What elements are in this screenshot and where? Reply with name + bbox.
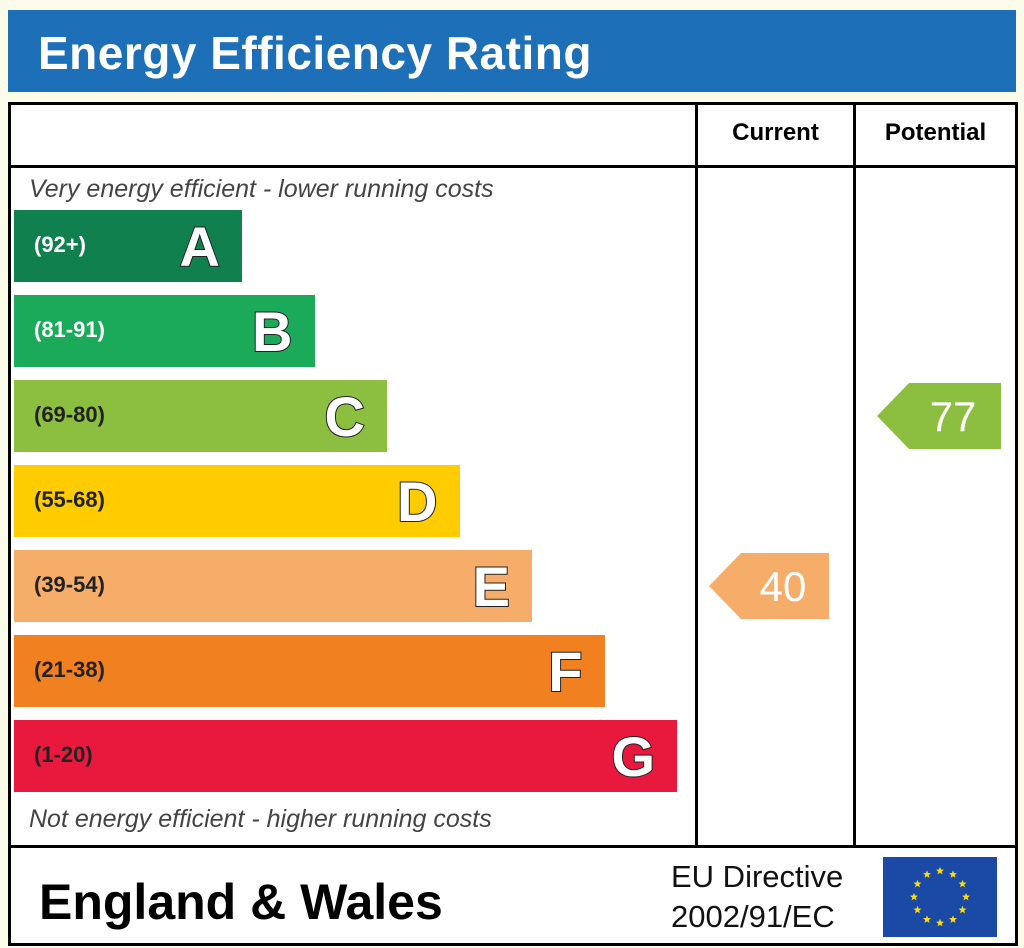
band-range-a: (92+) xyxy=(34,232,86,257)
bottom-note: Not energy efficient - higher running co… xyxy=(29,805,492,833)
eu-star-icon xyxy=(923,870,931,878)
band-range-c: (69-80) xyxy=(34,402,105,427)
region-label: England & Wales xyxy=(39,874,443,930)
band-g: (1-20) G xyxy=(14,720,677,792)
eu-star-icon xyxy=(958,905,967,914)
band-e: (39-54) E xyxy=(14,550,532,622)
potential-rating-arrow-value: 77 xyxy=(929,393,977,440)
eu-star-icon xyxy=(913,905,922,914)
eu-star-icon xyxy=(923,915,931,923)
rating-frame: Current Potential Very energy efficient … xyxy=(8,102,1018,946)
band-letter-c: C xyxy=(324,384,366,449)
band-range-e: (39-54) xyxy=(34,572,105,597)
title-bar: Energy Efficiency Rating xyxy=(8,10,1016,92)
footer-divider xyxy=(11,845,1015,848)
eu-flag-icon xyxy=(883,857,997,937)
chart-title: Energy Efficiency Rating xyxy=(38,27,592,79)
band-letter-b: B xyxy=(251,299,293,364)
band-range-b: (81-91) xyxy=(34,317,105,342)
header-divider xyxy=(11,165,1015,168)
band-range-d: (55-68) xyxy=(34,487,105,512)
current-rating-arrow: 40 xyxy=(709,553,829,619)
eu-star-icon xyxy=(962,892,970,901)
band-letter-d: D xyxy=(396,469,438,534)
band-a: (92+) A xyxy=(14,210,242,282)
band-f: (21-38) F xyxy=(14,635,605,707)
band-range-f: (21-38) xyxy=(34,657,105,682)
divider-potential xyxy=(853,105,856,848)
divider-current xyxy=(695,105,698,848)
eu-star-icon xyxy=(958,879,967,888)
current-rating-arrow-value: 40 xyxy=(759,563,807,610)
eu-star-icon xyxy=(949,915,957,923)
potential-column-header: Potential xyxy=(884,119,987,146)
band-letter-a: A xyxy=(179,214,221,279)
eu-star-icon xyxy=(949,870,957,878)
directive-line-1: EU Directive xyxy=(671,859,844,894)
band-letter-e: E xyxy=(472,554,511,619)
eu-star-icon xyxy=(913,879,922,888)
band-letter-f: F xyxy=(547,639,583,704)
band-c: (69-80) C xyxy=(14,380,387,452)
band-b: (81-91) B xyxy=(14,295,315,367)
eu-star-icon xyxy=(936,866,944,875)
band-letter-g: G xyxy=(610,724,656,789)
directive-line-2: 2002/91/EC xyxy=(671,899,835,934)
top-note: Very energy efficient - lower running co… xyxy=(29,175,494,203)
eu-directive: EU Directive 2002/91/EC xyxy=(671,857,871,937)
band-d: (55-68) D xyxy=(14,465,460,537)
eu-star-icon xyxy=(936,918,944,927)
band-range-g: (1-20) xyxy=(34,742,93,767)
potential-rating-arrow: 77 xyxy=(877,383,1001,449)
eu-star-icon xyxy=(910,892,918,901)
current-column-header: Current xyxy=(732,119,819,146)
